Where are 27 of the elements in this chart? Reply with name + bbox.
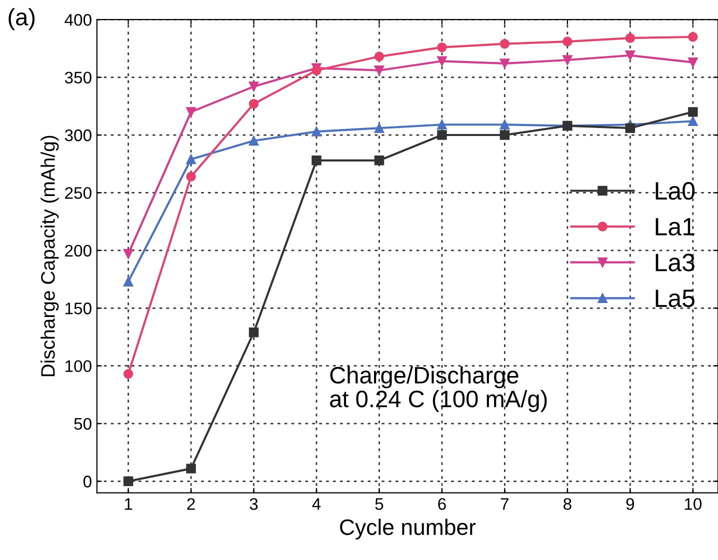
y-tick-label: 0 [83,476,92,488]
legend-label: La5 [656,290,694,308]
text: (a) [8,8,35,30]
legend-label: La0 [656,182,695,200]
y-tick-label: 400 [64,14,92,26]
x-tick-label: 7 [500,498,508,510]
y-tick-label: 300 [64,129,92,142]
legend-label: La1 [656,218,694,236]
x-tick-label: 8 [564,498,572,510]
x-tick-label: 4 [312,498,321,510]
y-tick-label: 50 [74,418,92,430]
y-axis-title: Discharge Capacity (mAh/g) [40,136,59,376]
y-tick-label: 100 [66,360,92,372]
y-tick-label: 250 [65,187,92,199]
legend-label: La3 [656,254,694,272]
x-tick-label: 6 [438,498,446,510]
x-axis-title: Cycle number [340,518,476,540]
x-tick-label: 10 [684,498,702,510]
x-tick-label: 5 [375,498,384,510]
y-tick-label: 200 [65,244,92,257]
x-tick-label: 2 [187,498,195,510]
x-tick-label: 3 [250,498,258,510]
x-tick-label: 9 [626,498,634,510]
annotation: Charge/Discharge at 0.24 C (100 mA/g) [330,366,547,412]
y-tick-label: 150 [66,302,92,314]
y-tick-label: 350 [64,72,92,84]
x-tick-label: 1 [124,498,132,510]
